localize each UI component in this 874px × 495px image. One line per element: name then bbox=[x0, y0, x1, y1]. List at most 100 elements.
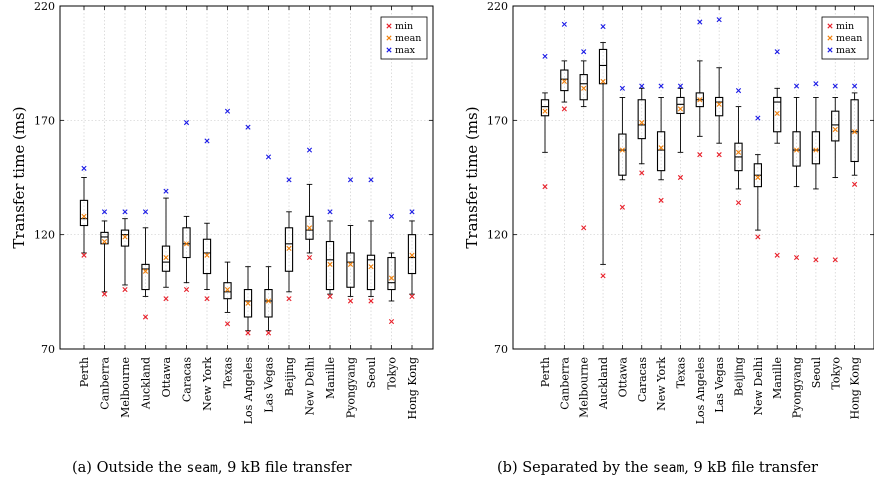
box-iqr bbox=[346, 252, 355, 288]
caption-b-post: , 9 kB file transfer bbox=[684, 460, 818, 476]
x-tick-label: Texas bbox=[674, 357, 687, 389]
box-iqr bbox=[366, 254, 376, 291]
y-axis-label: Transfer time (ms) bbox=[10, 106, 28, 248]
box-iqr bbox=[656, 131, 666, 172]
min-marker bbox=[658, 197, 664, 203]
box-iqr bbox=[407, 234, 417, 275]
y-tick-label: 170 bbox=[487, 114, 508, 127]
min-marker bbox=[245, 330, 251, 336]
min-marker bbox=[265, 330, 272, 336]
plot-frame bbox=[512, 5, 874, 350]
box-iqr bbox=[243, 288, 253, 318]
x-tick-label: Perth bbox=[78, 357, 91, 387]
mean-marker bbox=[619, 147, 625, 153]
mean-marker bbox=[122, 234, 128, 240]
max-marker bbox=[327, 209, 333, 215]
max-marker bbox=[639, 83, 645, 89]
min-marker bbox=[286, 296, 292, 302]
max-marker bbox=[813, 81, 819, 87]
box-iqr bbox=[598, 48, 608, 85]
box-0 bbox=[79, 165, 89, 258]
x-tick-label: Pyongyang bbox=[345, 357, 358, 418]
min-marker bbox=[852, 181, 858, 187]
box-iqr bbox=[792, 131, 801, 167]
max-marker bbox=[224, 108, 231, 114]
mean-marker bbox=[81, 213, 87, 219]
box-iqr bbox=[811, 131, 821, 165]
max-marker bbox=[265, 154, 272, 160]
mean-marker bbox=[735, 149, 742, 155]
y-tick-label: 120 bbox=[34, 229, 55, 242]
x-tick-label: Texas bbox=[222, 357, 235, 389]
box-iqr bbox=[264, 288, 273, 318]
min-marker bbox=[122, 286, 128, 293]
x-tick-label: New Delhi bbox=[304, 357, 317, 416]
box-3 bbox=[598, 23, 608, 279]
box-iqr bbox=[831, 110, 840, 142]
mean-marker bbox=[327, 261, 333, 267]
x-tick-label: Beijing bbox=[283, 357, 296, 396]
box-9 bbox=[264, 154, 273, 336]
x-tick-label: Caracas bbox=[181, 357, 194, 403]
box-13 bbox=[346, 177, 355, 304]
min-marker bbox=[813, 257, 819, 263]
min-marker bbox=[697, 152, 703, 158]
min-marker bbox=[409, 293, 415, 299]
y-tick-label: 70 bbox=[41, 343, 55, 356]
box-7 bbox=[223, 108, 232, 327]
caption-b-code: seam bbox=[652, 461, 685, 476]
max-marker bbox=[409, 209, 415, 215]
min-marker bbox=[735, 200, 742, 206]
mean-marker bbox=[658, 145, 664, 151]
box-iqr bbox=[223, 282, 232, 300]
max-marker bbox=[101, 209, 108, 215]
box-iqr bbox=[284, 227, 294, 272]
min-marker bbox=[581, 225, 587, 231]
mean-marker bbox=[774, 110, 780, 117]
x-tick-label: Canberra bbox=[99, 357, 112, 410]
min-marker bbox=[774, 252, 780, 258]
box-iqr bbox=[387, 256, 396, 291]
box-15 bbox=[387, 213, 396, 325]
x-tick-label: Caracas bbox=[636, 357, 649, 403]
legend-label-min: min bbox=[836, 21, 854, 32]
box-6 bbox=[202, 138, 212, 302]
box-iqr bbox=[540, 99, 550, 117]
box-14 bbox=[366, 177, 376, 304]
caption-b-label: (b) bbox=[497, 460, 518, 476]
y-tick-label: 120 bbox=[487, 229, 508, 242]
max-marker bbox=[286, 177, 292, 183]
legend-marker-min bbox=[827, 23, 833, 29]
box-iqr bbox=[100, 231, 109, 245]
x-tick-label: Ottawa bbox=[616, 357, 629, 398]
mean-marker bbox=[755, 174, 761, 181]
x-tick-label: Melbourne bbox=[578, 357, 591, 418]
panel-a: 70 120 170 220 Transfer time (ms) Perth Canber… bbox=[10, 0, 434, 424]
box-iqr bbox=[141, 263, 150, 291]
min-marker bbox=[677, 174, 684, 181]
x-tick-label: Beijing bbox=[733, 357, 746, 396]
min-marker bbox=[224, 321, 231, 327]
mean-marker bbox=[677, 106, 684, 112]
mean-marker bbox=[265, 298, 272, 304]
mean-marker bbox=[639, 120, 645, 126]
min-marker bbox=[600, 273, 606, 279]
min-marker bbox=[561, 106, 567, 112]
box-iqr bbox=[79, 199, 89, 227]
legend-label-min: min bbox=[395, 21, 413, 32]
box-14 bbox=[811, 81, 821, 263]
x-tick-label: Perth bbox=[539, 357, 552, 387]
x-tick-label: Auckland bbox=[597, 357, 610, 410]
mean-marker bbox=[163, 254, 169, 261]
max-marker bbox=[677, 83, 684, 89]
mean-marker bbox=[697, 97, 703, 103]
legend-label-mean: mean bbox=[836, 33, 862, 44]
x-tick-label: Ottawa bbox=[160, 357, 173, 398]
box-12 bbox=[325, 209, 335, 299]
box-iqr bbox=[714, 96, 724, 117]
box-10 bbox=[284, 177, 294, 302]
box-iqr bbox=[560, 69, 569, 92]
box-6 bbox=[656, 83, 666, 203]
caption-b-pre: Separated by the bbox=[522, 460, 653, 476]
